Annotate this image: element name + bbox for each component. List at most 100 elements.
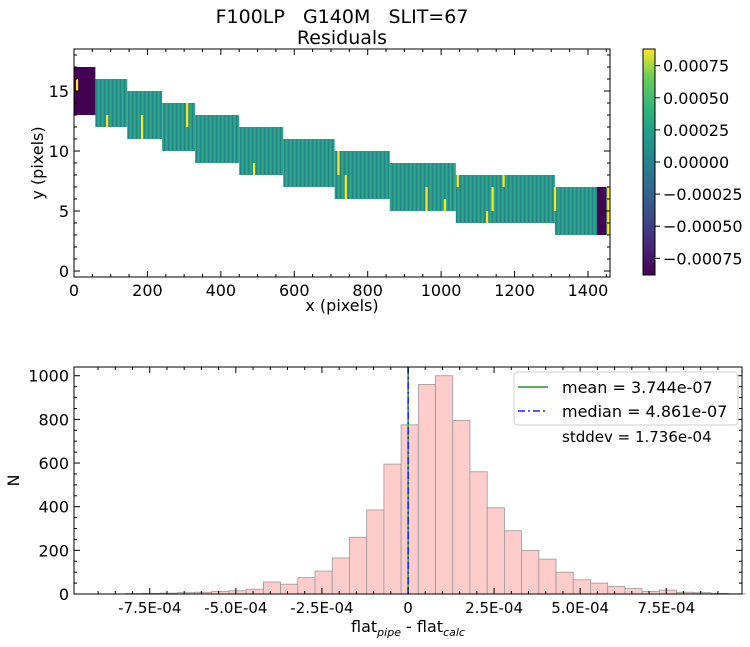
y-tick-label: 0 [59, 585, 69, 604]
high-outlier-pixel [502, 175, 505, 187]
x-tick-label: 200 [132, 281, 163, 300]
high-outlier-pixel [337, 151, 340, 175]
histogram-bar [349, 536, 368, 595]
colorbar-tick-label: 0.00000 [663, 153, 729, 172]
heatmap-y-axis-label: y (pixels) [28, 126, 47, 199]
trace-segment [162, 103, 196, 151]
figure-subtitle: Residuals [297, 27, 387, 49]
x-tick-label: 0 [69, 281, 79, 300]
histogram-bar [521, 549, 540, 595]
legend-box [513, 371, 739, 426]
high-outlier-pixel [75, 79, 79, 91]
residuals-heatmap: 0 200 400 600 800 1000 1200 1400 0 5 10 15 x (pixe… [28, 48, 611, 315]
y-tick-label: 0 [59, 262, 69, 281]
legend-mean-label: mean = 3.744e-07 [562, 378, 713, 397]
histogram-bar [366, 509, 385, 595]
x-tick-label: -5.0E-04 [204, 599, 267, 617]
histogram-legend: mean = 3.744e-07 median = 4.861e-07 stdd… [513, 371, 739, 446]
x-tick-label: 1400 [568, 281, 609, 300]
histogram-bar [435, 375, 454, 595]
y-tick-label: 600 [38, 454, 69, 473]
histogram-bar [504, 530, 523, 595]
low-outlier-region [597, 187, 607, 235]
high-outlier-pixel [491, 187, 494, 211]
legend-stddev-label: stddev = 1.736e-04 [562, 428, 712, 446]
xlabel-flat: flat [351, 617, 377, 636]
colorbar-tick-label: −0.00050 [663, 217, 743, 236]
histogram-bar [245, 588, 264, 595]
x-tick-label: 2.5E-04 [465, 599, 523, 617]
x-tick-label: -2.5E-04 [290, 599, 353, 617]
xlabel-minus-flat: - flat [401, 617, 443, 636]
colorbar-tick-label: 0.00025 [663, 121, 729, 140]
x-tick-label: 400 [206, 281, 237, 300]
histogram-x-axis-label: flatpipe - flatcalc [351, 617, 465, 639]
high-outlier-pixel [443, 199, 446, 211]
trace-segment [239, 127, 284, 175]
x-tick-label: -7.5E-04 [118, 599, 181, 617]
histogram-y-ticks: 0 200 400 600 800 1000 [28, 367, 742, 604]
trace-segment [283, 139, 335, 187]
histogram-bar [590, 582, 609, 595]
legend-median-label: median = 4.861e-07 [562, 402, 727, 421]
trace-segment [127, 91, 163, 139]
x-tick-label: 1200 [494, 281, 535, 300]
y-tick-label: 5 [59, 202, 69, 221]
figure-title: F100LP G140M SLIT=67 [216, 6, 469, 28]
histogram-bar [262, 581, 281, 595]
y-tick-label: 10 [49, 142, 69, 161]
high-outlier-pixel [456, 175, 459, 187]
histogram-bar [383, 463, 402, 595]
histogram-y-axis-label: N [4, 475, 23, 487]
histogram-bar [555, 571, 574, 595]
histogram-bar [538, 558, 557, 595]
y-tick-label: 15 [49, 82, 69, 101]
histogram-bar [469, 471, 488, 595]
high-outlier-pixel [186, 103, 189, 127]
trace-segment [334, 151, 390, 199]
x-tick-label: 7.5E-04 [637, 599, 695, 617]
histogram-bar [400, 424, 419, 595]
x-tick-label: 1000 [421, 281, 462, 300]
histogram-bar [624, 588, 643, 595]
colorbar-tick-label: −0.00025 [663, 185, 743, 204]
histogram-bar [280, 583, 299, 595]
colorbar: 0.00075 0.00050 0.00025 0.00000 −0.00025 −0.0… [642, 48, 743, 276]
x-tick-label: 5.0E-04 [551, 599, 609, 617]
trace-segment [455, 175, 555, 223]
high-outlier-pixel [252, 163, 256, 175]
high-outlier-pixel [553, 187, 557, 211]
histogram-bar [607, 585, 626, 595]
y-tick-label: 400 [38, 498, 69, 517]
histogram-bar [417, 384, 436, 595]
trace-segment [95, 79, 128, 127]
heatmap-x-ticks: 0 200 400 600 800 1000 1200 1400 [69, 49, 608, 300]
y-tick-label: 200 [38, 541, 69, 560]
low-outliers [74, 67, 607, 235]
high-outlier-pixel [486, 211, 489, 223]
histogram-bar [572, 579, 591, 595]
low-outlier-region [74, 67, 96, 115]
trace-segments [74, 67, 609, 235]
heatmap-y-ticks: 0 5 10 15 [49, 54, 610, 281]
y-tick-label: 800 [38, 410, 69, 429]
high-outlier-pixel [425, 187, 428, 211]
histogram-bar [658, 589, 677, 595]
colorbar-gradient [642, 48, 656, 276]
x-tick-label: 0 [403, 599, 413, 617]
xlabel-calc: calc [443, 626, 465, 639]
colorbar-tick-label: −0.00075 [663, 249, 743, 268]
residuals-histogram: -7.5E-04 -5.0E-04 -2.5E-04 0 2.5E-04 5.0E-04 7… [4, 366, 746, 639]
histogram-bar [331, 557, 350, 595]
histogram-bar [314, 570, 333, 595]
heatmap-x-axis-label: x (pixels) [305, 296, 378, 315]
trace-segment [195, 115, 240, 163]
colorbar-tick-label: 0.00050 [663, 89, 729, 108]
high-outlier-pixel [106, 115, 109, 127]
x-tick-label: 800 [352, 281, 383, 300]
colorbar-tick-label: 0.00075 [663, 57, 729, 76]
histogram-bar [297, 577, 316, 595]
x-tick-label: 600 [279, 281, 310, 300]
xlabel-pipe: pipe [376, 626, 401, 639]
